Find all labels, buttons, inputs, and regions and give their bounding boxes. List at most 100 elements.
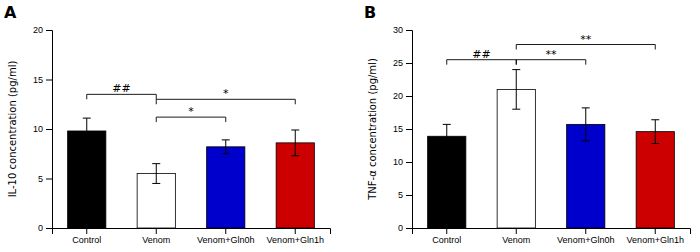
- error-cap: [582, 140, 590, 141]
- panel: 0 5 10 15 20 Control Venom Venom+Gln0h Venom+Gln…: [4, 3, 331, 245]
- y-tick: 25: [393, 58, 412, 68]
- error-stem: [295, 130, 296, 156]
- y-tick-label: 20: [393, 91, 403, 101]
- x-tick-label: Venom+Gln1h: [267, 235, 324, 245]
- error-cap: [651, 143, 659, 144]
- error-bar: [222, 140, 230, 154]
- y-tick-label: 30: [393, 25, 403, 35]
- x-tick: Venom+Gln0h: [197, 228, 254, 245]
- error-cap: [222, 153, 230, 154]
- y-tick-mark: [46, 30, 52, 31]
- y-axis: 0 5 10 15 20: [33, 25, 53, 233]
- x-tick-mark: [585, 228, 586, 234]
- error-stem: [585, 108, 586, 141]
- error-bar: [443, 124, 451, 148]
- significance-label: ##: [472, 48, 490, 61]
- x-tick-mark: [655, 228, 656, 234]
- error-cap: [152, 183, 160, 184]
- x-axis: Control Venom Venom+Gln0h Venom+Gln1h: [413, 228, 691, 245]
- annotations: ## ** **: [447, 33, 656, 65]
- y-tick: 5: [398, 190, 412, 200]
- y-axis-title: IL-10 concentration (pg/ml): [7, 61, 18, 198]
- significance-label: ##: [112, 82, 130, 95]
- y-tick-mark: [406, 129, 412, 130]
- y-tick-label: 15: [393, 124, 403, 134]
- error-stem: [446, 124, 447, 148]
- x-tick-label: Control: [72, 235, 101, 245]
- y-tick: 10: [393, 157, 412, 167]
- error-cap: [512, 69, 520, 70]
- y-tick-label: 5: [398, 190, 403, 200]
- error-bar: [582, 108, 590, 141]
- panel-label: B: [364, 3, 376, 22]
- x-tick-label: Venom: [502, 235, 530, 245]
- x-tick-mark: [156, 228, 157, 234]
- significance-label: **: [546, 48, 558, 61]
- x-tick: Venom: [142, 228, 170, 245]
- y-tick-label: 0: [38, 223, 43, 233]
- error-bar: [83, 118, 91, 144]
- y-tick: 10: [33, 124, 52, 134]
- error-stem: [156, 164, 157, 184]
- y-tick-mark: [46, 228, 52, 229]
- bar: [497, 89, 535, 228]
- y-axis-title: TNF-α concentration (pg/ml): [367, 58, 378, 201]
- x-tick: Venom: [502, 228, 530, 245]
- error-cap: [83, 118, 91, 119]
- x-tick-label: Control: [432, 235, 461, 245]
- error-bar: [512, 70, 520, 110]
- y-tick: 0: [398, 223, 412, 233]
- annotations: ## * *: [87, 82, 296, 122]
- figure: 0 5 10 15 20 Control Venom Venom+Gln0h Venom+Gln…: [0, 0, 700, 252]
- error-cap: [152, 163, 160, 164]
- error-cap: [291, 129, 299, 130]
- y-tick-mark: [406, 195, 412, 196]
- plot-area: [428, 70, 675, 228]
- error-cap: [443, 148, 451, 149]
- y-tick: 30: [393, 25, 412, 35]
- x-tick-label: Venom+Gln1h: [627, 235, 684, 245]
- y-tick-label: 10: [33, 124, 43, 134]
- y-tick-mark: [406, 228, 412, 229]
- x-axis: Control Venom Venom+Gln0h Venom+Gln1h: [53, 228, 331, 245]
- error-stem: [516, 70, 517, 110]
- x-tick: Venom+Gln0h: [557, 228, 614, 245]
- x-tick-mark: [516, 228, 517, 234]
- bar: [207, 147, 245, 228]
- panel-label: A: [4, 3, 17, 22]
- y-tick-mark: [46, 179, 52, 180]
- error-stem: [225, 140, 226, 154]
- y-tick-mark: [46, 80, 52, 81]
- y-axis-line: [46, 31, 53, 229]
- bar: [636, 132, 674, 228]
- plot-area: [68, 118, 315, 228]
- significance-label: *: [223, 87, 229, 100]
- y-tick: 0: [38, 223, 52, 233]
- y-tick: 5: [38, 174, 52, 184]
- y-tick-label: 20: [33, 25, 43, 35]
- error-cap: [443, 124, 451, 125]
- x-tick-mark: [225, 228, 226, 234]
- significance-label: *: [188, 105, 194, 118]
- y-tick: 15: [33, 75, 52, 85]
- x-tick: Venom+Gln1h: [627, 228, 684, 245]
- x-tick-label: Venom+Gln0h: [197, 235, 254, 245]
- y-tick-mark: [46, 129, 52, 130]
- y-tick: 15: [393, 124, 412, 134]
- y-tick-label: 15: [33, 75, 43, 85]
- y-tick: 20: [393, 91, 412, 101]
- y-axis-line: [406, 31, 413, 229]
- x-tick: Control: [72, 228, 101, 245]
- x-tick-label: Venom+Gln0h: [557, 235, 614, 245]
- significance-label: **: [580, 33, 592, 46]
- error-cap: [651, 119, 659, 120]
- x-tick: Venom+Gln1h: [267, 228, 324, 245]
- y-tick-mark: [406, 30, 412, 31]
- bar: [276, 143, 314, 228]
- x-axis-line: [413, 229, 691, 235]
- y-tick-label: 5: [38, 174, 43, 184]
- error-cap: [512, 109, 520, 110]
- error-stem: [655, 120, 656, 144]
- y-tick-label: 10: [393, 157, 403, 167]
- y-tick-label: 25: [393, 58, 403, 68]
